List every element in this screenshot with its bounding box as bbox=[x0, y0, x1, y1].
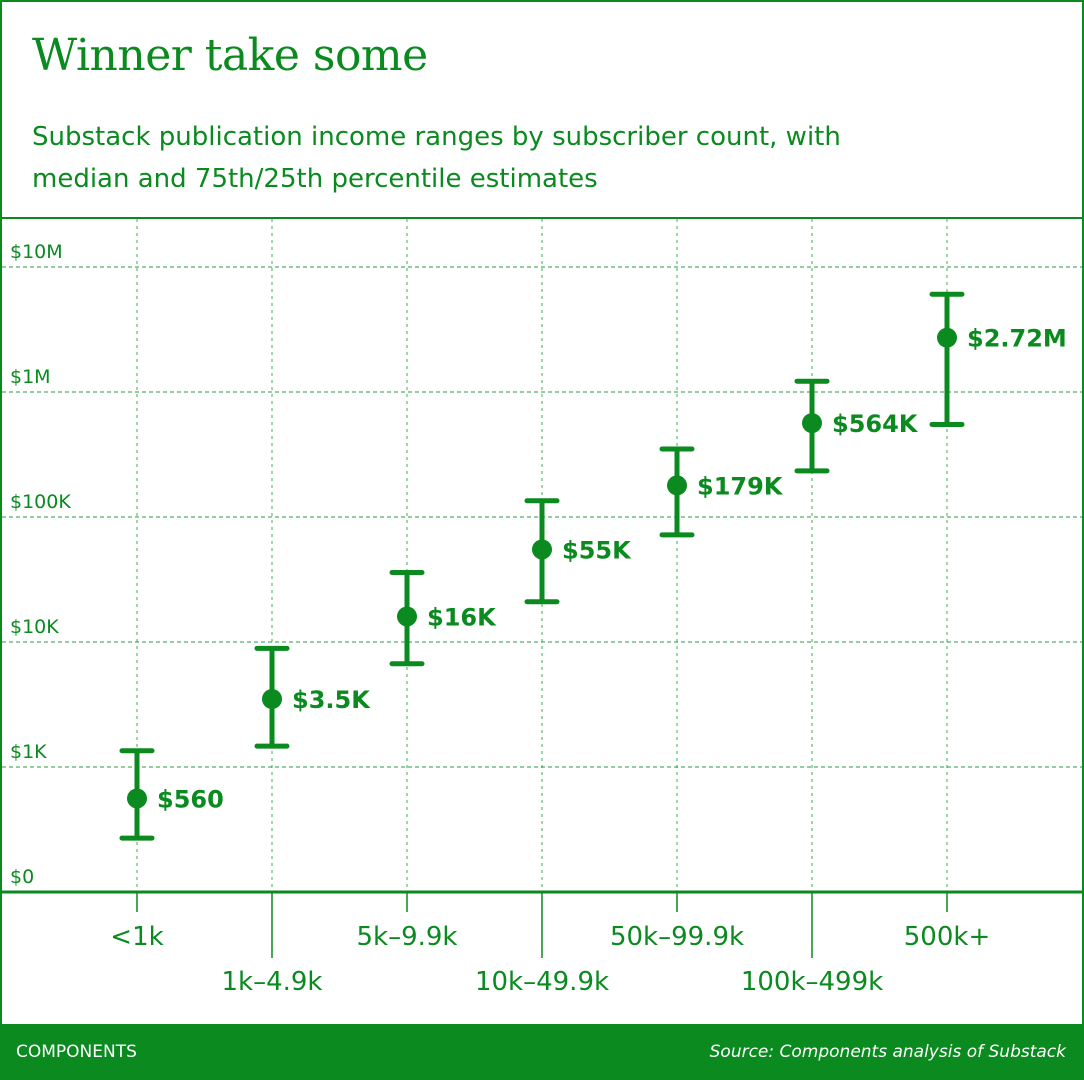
chart-plot: $0 $1K $10K $100K $1M $10M <1k 1k–4.9k 5k–9.9k 1… bbox=[0, 219, 1084, 997]
data-marks: $560 $3.5K $16K $55K $179K $564K $2.72M bbox=[119, 291, 1067, 841]
y-tick-label: $100K bbox=[10, 491, 71, 513]
median-dot bbox=[262, 688, 282, 709]
median-data-label: $16K bbox=[427, 603, 497, 631]
error-bar-group: $560 bbox=[119, 748, 224, 841]
median-dot bbox=[667, 475, 687, 496]
x-tick-label: 500k+ bbox=[904, 922, 990, 952]
x-tick-label: 50k–99.9k bbox=[610, 922, 744, 952]
median-data-label: $55K bbox=[562, 536, 632, 564]
error-bar-group: $55K bbox=[524, 498, 632, 605]
y-tick-label: $1M bbox=[10, 366, 51, 388]
y-tick-label: $10M bbox=[10, 241, 63, 263]
y-tick-label: $10K bbox=[10, 616, 59, 638]
median-dot bbox=[127, 788, 147, 809]
median-data-label: $560 bbox=[157, 785, 224, 813]
chart-subtitle: Substack publication income ranges by su… bbox=[32, 122, 841, 194]
median-dot bbox=[532, 539, 552, 560]
error-bar-group: $2.72M bbox=[929, 291, 1067, 427]
footer-brand: COMPONENTS bbox=[16, 1042, 137, 1062]
error-bar-group: $564K bbox=[794, 378, 919, 474]
footer-source: Source: Components analysis of Substack bbox=[709, 1042, 1066, 1062]
median-data-label: $2.72M bbox=[967, 325, 1067, 353]
median-data-label: $3.5K bbox=[292, 686, 371, 714]
median-dot bbox=[802, 413, 822, 434]
footer-bar: COMPONENTS Source: Components analysis o… bbox=[0, 1024, 1084, 1080]
error-bar-group: $179K bbox=[659, 446, 784, 538]
median-data-label: $564K bbox=[832, 410, 919, 438]
chart-title: Winner take some bbox=[32, 30, 428, 81]
median-dot bbox=[937, 327, 957, 348]
median-dot bbox=[397, 606, 417, 627]
chart-header: Winner take some Substack publication in… bbox=[2, 2, 1082, 219]
x-tick-label: 100k–499k bbox=[741, 967, 883, 997]
x-tick-label: <1k bbox=[110, 922, 163, 952]
x-tick-label: 5k–9.9k bbox=[356, 922, 457, 952]
x-tick-label: 10k–49.9k bbox=[475, 967, 609, 997]
y-tick-label: $0 bbox=[10, 866, 34, 888]
x-tick-label: 1k–4.9k bbox=[221, 967, 322, 997]
y-axis-ticks: $0 $1K $10K $100K $1M $10M bbox=[10, 241, 71, 888]
median-data-label: $179K bbox=[697, 472, 784, 500]
y-tick-label: $1K bbox=[10, 741, 47, 763]
error-bar-group: $16K bbox=[389, 569, 497, 667]
error-bar-group: $3.5K bbox=[254, 645, 371, 749]
